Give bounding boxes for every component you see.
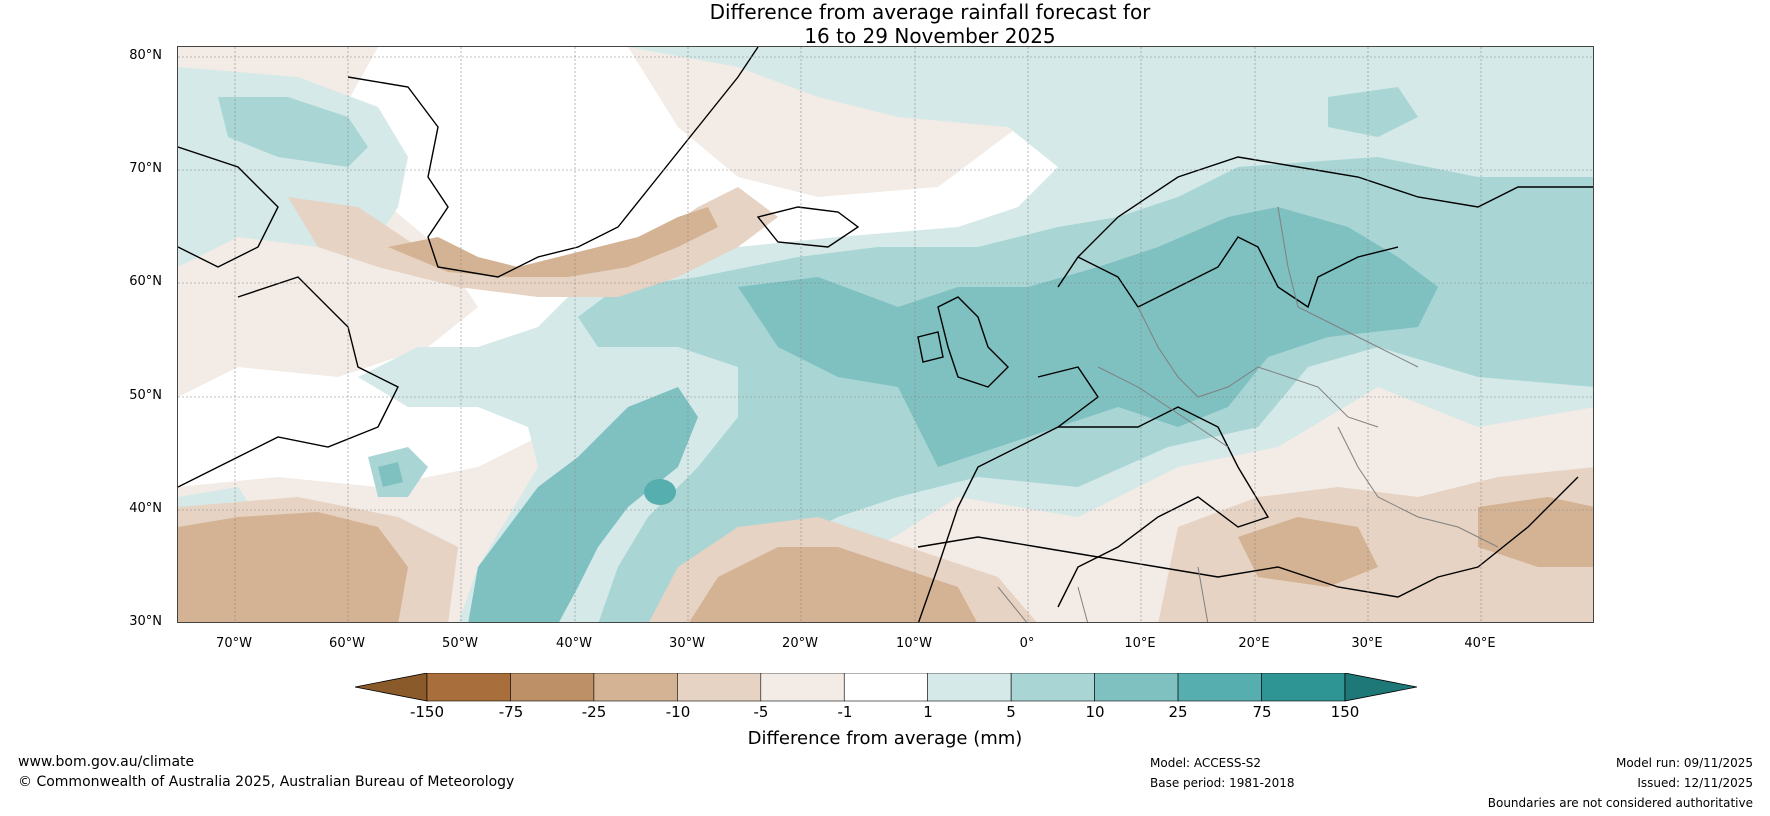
region-dry-light-greenland (288, 187, 778, 297)
region-wet-strong-atl-2 (378, 462, 403, 487)
colorbar-segment (426, 673, 511, 702)
colorbar-segment (1177, 673, 1262, 702)
colorbar-tick-label: 5 (1006, 703, 1016, 721)
coastlines (178, 47, 1593, 622)
region-wet-strong (738, 207, 1438, 467)
colorbar-tick-label: -25 (581, 703, 607, 721)
border-line-1 (1137, 306, 1379, 428)
colorbar-tick-label: -1 (837, 703, 853, 721)
border-line-3 (1277, 206, 1419, 368)
coast-scandinavia (1077, 236, 1399, 309)
map-canvas (178, 47, 1593, 622)
footer-disclaimer: Boundaries are not considered authoritat… (1487, 796, 1753, 810)
lon-label-10w: 10°W (896, 636, 932, 651)
graticule (178, 47, 1593, 622)
region-dry-medium-east (1478, 497, 1593, 567)
lon-label-10e: 10°E (1124, 636, 1156, 651)
lat-label-60n: 60°N (129, 274, 162, 289)
colorbar-tick-label: 10 (1085, 703, 1105, 721)
region-dry-medium-iberia (689, 547, 977, 622)
colorbar-segment (593, 673, 678, 702)
colorbar-segment (927, 673, 1012, 702)
lat-label-70n: 70°N (129, 161, 162, 176)
lon-label-30e: 30°E (1351, 636, 1383, 651)
coast-med-south (917, 476, 1579, 598)
footer-issued: Issued: 12/11/2025 (1637, 776, 1753, 790)
footer-model: Model: ACCESS-S2 (1150, 756, 1262, 770)
footer-base-period: Base period: 1981-2018 (1150, 776, 1295, 790)
region-wet-strong-atl (468, 387, 698, 622)
lat-label-30n: 30°N (129, 614, 162, 629)
colorbar-segment (1261, 673, 1346, 702)
footer-website: www.bom.gov.au/climate (18, 754, 195, 770)
lat-label-40n: 40°N (129, 501, 162, 516)
colorbar-tick-label: 75 (1252, 703, 1272, 721)
region-dry-light-med (1158, 467, 1593, 622)
lon-label-0: 0° (1019, 636, 1035, 651)
colorbar-tick-label: -150 (409, 703, 445, 721)
colorbar-title: Difference from average (mm) (747, 728, 1023, 749)
colorbar-segment (843, 673, 928, 702)
region-wet-medium-ne (1328, 87, 1418, 137)
border-line-4 (1337, 426, 1499, 548)
coast-iceland (756, 206, 860, 248)
coast-greenland (347, 47, 759, 278)
lon-label-70w: 70°W (216, 636, 252, 651)
colorbar-segment (510, 673, 595, 702)
colorbar-tick-label: 25 (1168, 703, 1188, 721)
border-line-5 (997, 566, 1209, 622)
country-borders (997, 206, 1499, 622)
footer-model-run: Model run: 09/11/2025 (1615, 756, 1753, 770)
border-line-2 (1097, 366, 1229, 448)
lon-label-30w: 30°W (669, 636, 705, 651)
colorbar-tick-label: -75 (498, 703, 524, 721)
colorbar-segment (677, 673, 762, 702)
colorbar-tick-label: -10 (665, 703, 691, 721)
lon-label-40w: 40°W (556, 636, 592, 651)
title-line-2: 16 to 29 November 2025 (804, 24, 1056, 48)
coast-british-isles (917, 296, 1009, 388)
region-dry-medium-greenland (388, 207, 718, 277)
lat-label-50n: 50°N (129, 388, 162, 403)
colorbar-segment (1094, 673, 1179, 702)
region-wet-medium-nw (218, 97, 368, 167)
region-wet-peak (644, 479, 676, 505)
coast-north-america (178, 146, 399, 488)
region-dry-medium-med (1238, 517, 1378, 587)
colorbar-tick-label: 1 (923, 703, 933, 721)
lon-label-20w: 20°W (782, 636, 818, 651)
lon-label-20e: 20°E (1238, 636, 1270, 651)
colorbar-tick-label: 150 (1330, 703, 1360, 721)
title-line-1: Difference from average rainfall forecas… (709, 0, 1151, 24)
colorbar-segment (760, 673, 845, 702)
forecast-map (177, 46, 1594, 623)
lon-label-50w: 50°W (442, 636, 478, 651)
coast-europe (917, 156, 1593, 622)
colorbar-tick-label: -5 (753, 703, 769, 721)
lon-label-60w: 60°W (329, 636, 365, 651)
footer-copyright: © Commonwealth of Australia 2025, Austra… (18, 774, 515, 790)
colorbar-segment (1010, 673, 1095, 702)
colorbar-arrow-low (354, 673, 428, 702)
region-dry-medium-south (178, 512, 408, 622)
lon-label-40e: 40°E (1464, 636, 1496, 651)
lat-label-80n: 80°N (129, 48, 162, 63)
colorbar (354, 673, 1418, 702)
colorbar-arrow-high (1344, 673, 1418, 702)
map-title: Difference from average rainfall forecas… (0, 0, 1770, 48)
